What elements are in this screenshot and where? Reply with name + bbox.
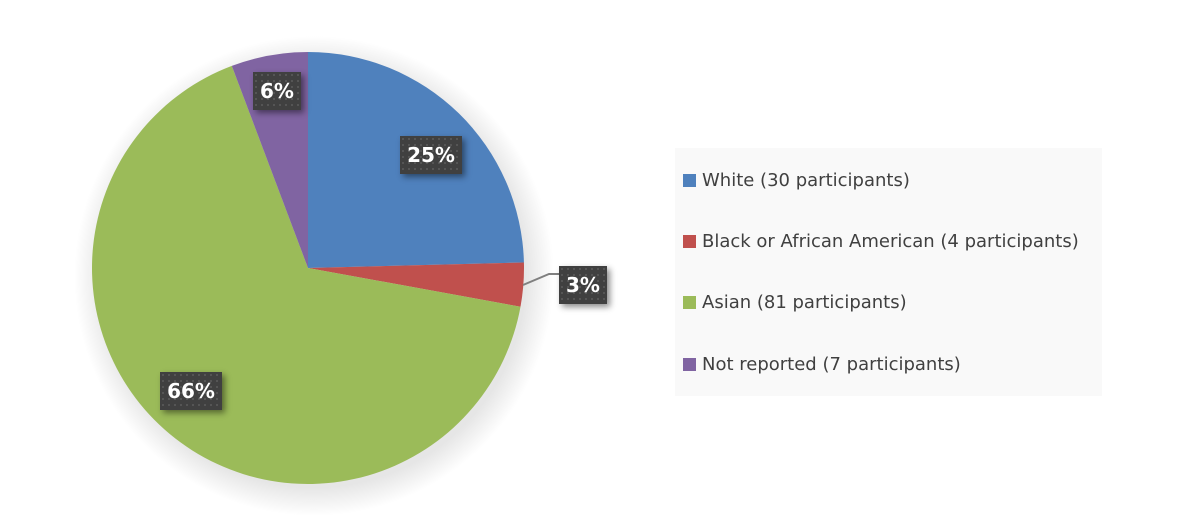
legend-item-white: White (30 participants): [683, 168, 910, 192]
data-label-black: 3%: [559, 266, 607, 304]
pie-slices: [92, 52, 524, 485]
data-label-white: 25%: [400, 136, 462, 174]
legend-swatch-red-icon: [683, 234, 696, 248]
pie-slice-black: [308, 262, 524, 307]
legend-swatch-green-icon: [683, 295, 696, 309]
legend-item-asian: Asian (81 participants): [683, 290, 907, 314]
data-label-not-reported: 6%: [253, 72, 301, 110]
leader-line-3pct: [522, 273, 559, 286]
data-label-asian: 66%: [160, 372, 222, 410]
legend-label: Black or African American (4 participant…: [702, 230, 1079, 252]
legend-label: Not reported (7 participants): [702, 353, 961, 375]
legend-item-black: Black or African American (4 participant…: [683, 229, 1079, 253]
legend-swatch-purple-icon: [683, 357, 696, 371]
legend-label: White (30 participants): [702, 169, 910, 191]
legend: White (30 participants) Black or African…: [675, 148, 1102, 396]
legend-swatch-blue-icon: [683, 173, 696, 187]
legend-item-not-reported: Not reported (7 participants): [683, 352, 961, 376]
legend-label: Asian (81 participants): [702, 291, 907, 313]
